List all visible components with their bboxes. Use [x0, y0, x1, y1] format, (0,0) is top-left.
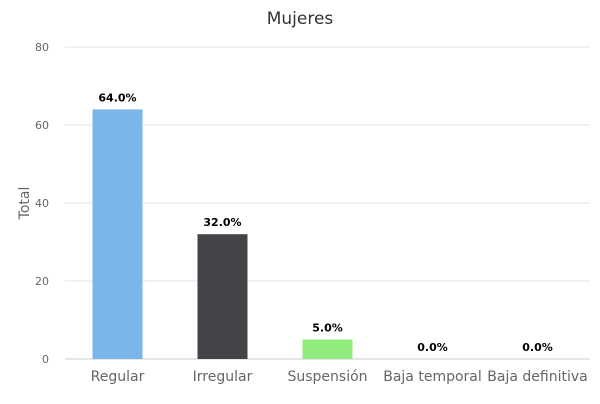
y-axis-ticks: 0 20 40 60 80	[35, 41, 49, 366]
data-label: 0.0%	[522, 341, 553, 354]
bar-suspensión	[302, 339, 353, 359]
bar-regular	[92, 109, 143, 360]
y-tick-label: 0	[42, 353, 49, 366]
data-labels: 64.0% 32.0% 5.0% 0.0% 0.0%	[98, 91, 552, 354]
y-tick-label: 20	[35, 275, 49, 288]
data-label: 32.0%	[203, 216, 241, 229]
x-axis-ticks: Regular Irregular Suspensión Baja temporal B…	[91, 369, 588, 385]
data-label: 0.0%	[417, 341, 448, 354]
data-label: 64.0%	[98, 91, 136, 104]
y-tick-label: 80	[35, 41, 49, 54]
y-tick-label: 40	[35, 197, 49, 210]
x-tick-label: Baja definitiva	[487, 369, 587, 385]
x-tick-label: Irregular	[193, 369, 253, 385]
x-tick-label: Baja temporal	[383, 369, 482, 385]
gridlines	[65, 46, 590, 360]
bars	[92, 109, 353, 360]
chart-title: Mujeres	[267, 9, 334, 29]
y-tick-label: 60	[35, 119, 49, 132]
y-axis-label: Total	[17, 187, 33, 221]
x-tick-label: Regular	[91, 369, 145, 385]
data-label: 5.0%	[312, 322, 343, 335]
x-tick-label: Suspensión	[287, 369, 367, 385]
bar-irregular	[197, 234, 248, 359]
